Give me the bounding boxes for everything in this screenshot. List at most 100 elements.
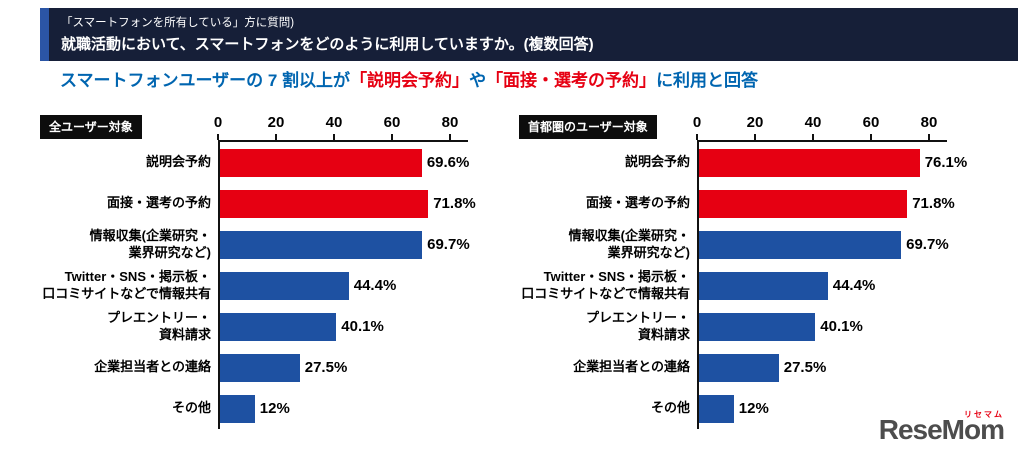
bar (699, 353, 779, 382)
category-label: その他 (519, 388, 697, 429)
bar (699, 271, 828, 300)
category-label-line: 資料請求 (637, 326, 690, 342)
category-label-line: プレエントリー・ (106, 310, 211, 326)
category-label: 情報収集(企業研究・ 業界研究など) (519, 224, 697, 265)
bar-row: 27.5% (218, 347, 468, 388)
value-label: 69.7% (427, 236, 470, 253)
headline: スマートフォンユーザーの 7 割以上が「説明会予約」や「面接・選考の予約」に利用… (60, 66, 758, 91)
value-label: 40.1% (341, 318, 384, 335)
value-label: 12% (738, 400, 769, 417)
resemom-logo-ruby: リセマム (964, 410, 1004, 419)
bar-row: 12% (697, 388, 947, 429)
category-label-line: 口コミサイトなどで情報共有 (42, 285, 211, 301)
axis-tick-label: 20 (746, 114, 764, 131)
bar (220, 312, 337, 341)
x-axis: 0 20 40 60 80 (693, 108, 947, 142)
axis-tick-label: 20 (267, 114, 285, 131)
category-label-line: 企業担当者との連絡 (573, 359, 690, 375)
bar-row: 69.7% (218, 224, 470, 265)
axis-tick (870, 134, 872, 140)
category-label-line: 面接・選考の予約 (585, 195, 690, 211)
bar-row: 71.8% (218, 183, 476, 224)
category-label-line: Twitter・SNS・掲示板・ (543, 269, 690, 285)
category-label-line: 説明会予約 (145, 154, 211, 170)
category-label: 企業担当者との連絡 (40, 347, 218, 388)
bar (220, 353, 300, 382)
value-label: 71.8% (912, 195, 955, 212)
category-label-line: Twitter・SNS・掲示板・ (64, 269, 211, 285)
axis-tick-label: 40 (804, 114, 822, 131)
bar-row: 40.1% (697, 306, 947, 347)
x-axis: 0 20 40 60 80 (214, 108, 468, 142)
value-label: 76.1% (924, 154, 968, 171)
bar (220, 394, 255, 423)
bar (699, 148, 920, 177)
axis-tick-label: 60 (862, 114, 880, 131)
value-label: 69.7% (906, 236, 949, 253)
category-label: 面接・選考の予約 (40, 183, 218, 224)
bar-row: 71.8% (697, 183, 955, 224)
axis-tick (812, 134, 814, 140)
axis-tick (449, 134, 451, 140)
bar (699, 394, 734, 423)
bar-row: 44.4% (697, 265, 947, 306)
chart-title-badge: 首都圏のユーザー対象 (519, 115, 657, 139)
category-label: 面接・選考の予約 (519, 183, 697, 224)
category-label-line: その他 (171, 400, 211, 416)
category-label-line: その他 (650, 400, 690, 416)
bar-row: 12% (218, 388, 468, 429)
chart-plot: 0 20 40 60 80 説明会予約 69.6% 面接・選考の予約 71.8% 情報収集(企業研… (40, 108, 476, 429)
axis-tick-label: 80 (441, 114, 459, 131)
category-label-line: 情報収集(企業研究・ (89, 228, 211, 244)
chart-all-users: 全ユーザー対象 0 20 40 60 80 説明会予約 69.6% 面接・選考の予約 71.8% 情… (40, 108, 476, 429)
value-label: 27.5% (304, 359, 348, 376)
axis-tick (754, 134, 756, 140)
value-label: 69.6% (426, 154, 470, 171)
question-header: 「スマートフォンを所有している」方に質問) 就職活動において、スマートフォンをど… (40, 8, 1018, 61)
chart-title-badge: 全ユーザー対象 (40, 115, 142, 139)
headline-segment: に利用と回答 (656, 71, 759, 90)
bar-row: 76.1% (697, 142, 967, 183)
axis-tick-label: 40 (325, 114, 343, 131)
axis-tick-label: 0 (692, 114, 702, 131)
category-label-line: 口コミサイトなどで情報共有 (521, 285, 690, 301)
value-label: 12% (259, 400, 290, 417)
bar-row: 69.6% (218, 142, 470, 183)
category-label-line: 企業担当者との連絡 (94, 359, 211, 375)
bar-row: 44.4% (218, 265, 468, 306)
chart-metro-users: 首都圏のユーザー対象 0 20 40 60 80 説明会予約 76.1% 面接・選考の予約 71.… (519, 108, 967, 429)
axis-tick (928, 134, 930, 140)
value-label: 44.4% (353, 277, 397, 294)
headline-segment: スマートフォンユーザーの 7 割以上が (60, 71, 351, 90)
bar (699, 189, 908, 218)
bar (699, 230, 902, 259)
bar-row: 40.1% (218, 306, 468, 347)
headline-segment: や (469, 71, 487, 90)
bar-row: 69.7% (697, 224, 949, 265)
category-label-line: 資料請求 (158, 326, 211, 342)
value-label: 44.4% (832, 277, 876, 294)
axis-tick (217, 134, 219, 140)
category-label-line: 業界研究など) (128, 244, 211, 260)
axis-tick-label: 60 (383, 114, 401, 131)
resemom-logo: ReseMom リセマム (878, 411, 1005, 445)
axis-tick (696, 134, 698, 140)
question-text: 就職活動において、スマートフォンをどのように利用していますか。(複数回答) (61, 36, 594, 53)
category-label: プレエントリー・ 資料請求 (40, 306, 218, 347)
category-label: 説明会予約 (519, 142, 697, 183)
bar-row: 27.5% (697, 347, 947, 388)
category-label: 説明会予約 (40, 142, 218, 183)
axis-tick (391, 134, 393, 140)
category-label: Twitter・SNS・掲示板・ 口コミサイトなどで情報共有 (40, 265, 218, 306)
charts-area: 全ユーザー対象 0 20 40 60 80 説明会予約 69.6% 面接・選考の予約 71.8% 情… (40, 108, 967, 429)
bar (220, 189, 429, 218)
bar (220, 230, 423, 259)
resemom-logo-text: ReseMom (878, 414, 1005, 445)
category-label: Twitter・SNS・掲示板・ 口コミサイトなどで情報共有 (519, 265, 697, 306)
axis-tick-label: 80 (920, 114, 938, 131)
headline-segment: 「面接・選考の予約」 (486, 71, 657, 90)
category-label: 情報収集(企業研究・ 業界研究など) (40, 224, 218, 265)
category-label-line: 情報収集(企業研究・ (568, 228, 690, 244)
axis-tick (275, 134, 277, 140)
category-label-line: 業界研究など) (607, 244, 690, 260)
